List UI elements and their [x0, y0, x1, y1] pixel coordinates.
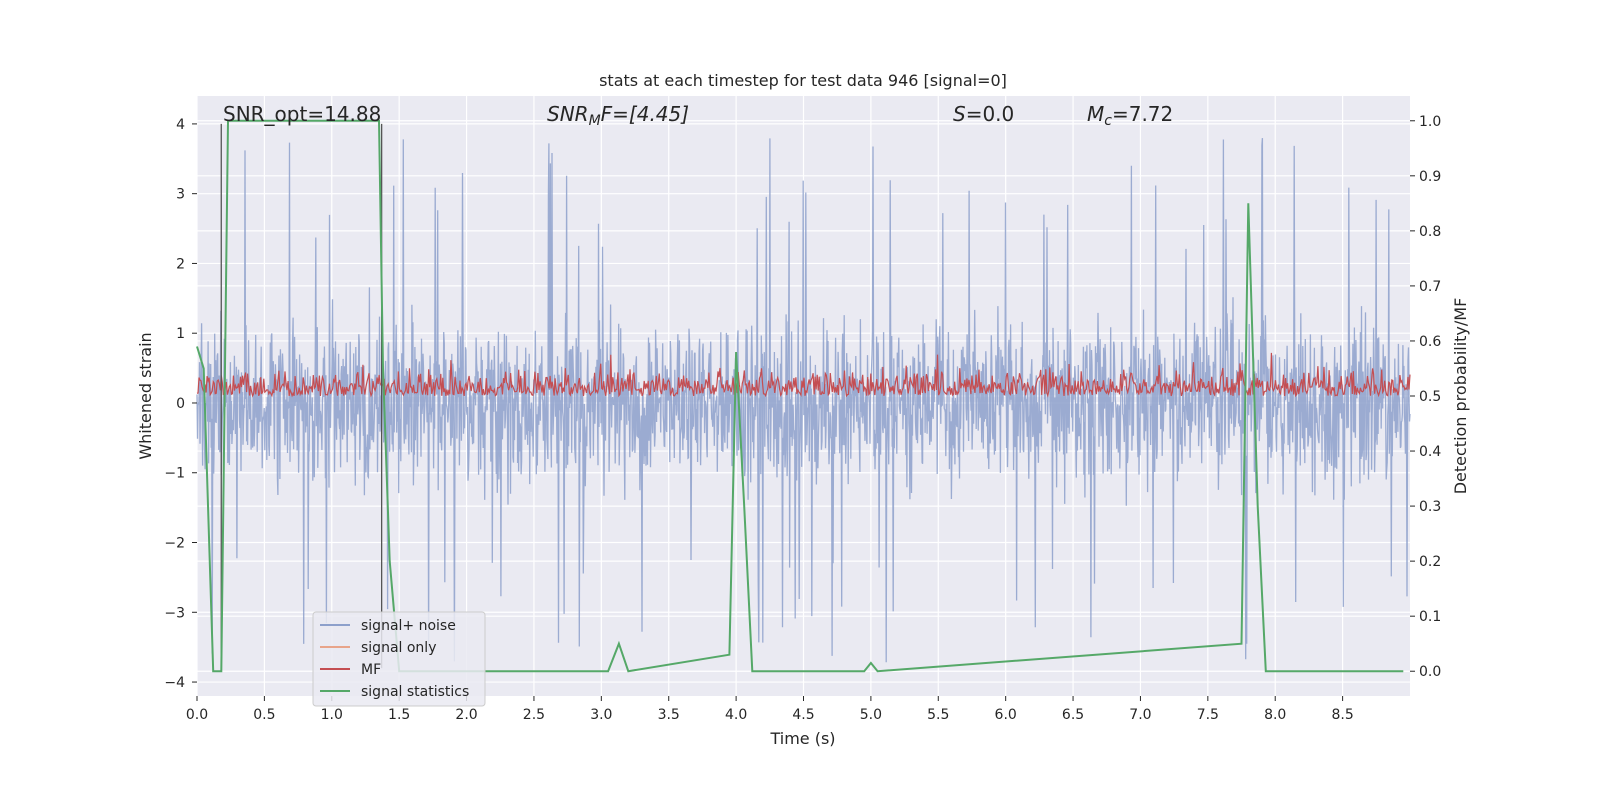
- x-tick-label: 8.5: [1331, 707, 1353, 723]
- x-tick-label: 2.5: [523, 707, 545, 723]
- legend-label-signal-noise: signal+ noise: [361, 618, 456, 634]
- y2-tick-label: 0.2: [1419, 554, 1441, 570]
- y2-tick-label: 0.8: [1419, 224, 1441, 240]
- annotation-s-rest: =0.0: [966, 102, 1015, 126]
- legend: signal+ noise signal only MF signal stat…: [312, 611, 486, 707]
- x-tick-label: 4.5: [792, 707, 814, 723]
- mf-line: [196, 352, 1411, 398]
- annotation-snr-mf-main: SNR: [547, 102, 589, 126]
- y-tick-label: 3: [176, 187, 185, 203]
- y2-tick-label: 1.0: [1419, 114, 1441, 130]
- x-tick-label: 3.5: [658, 707, 680, 723]
- annotation-snr-opt: SNR_opt=14.88: [223, 102, 381, 126]
- annotation-s: S=0.0: [953, 102, 1014, 126]
- y-tick-label: −4: [164, 675, 185, 691]
- signal-statistics-line: [196, 119, 1404, 673]
- legend-label-signal-statistics: signal statistics: [361, 684, 469, 700]
- series-mf: [196, 352, 1411, 398]
- annotation-mc: Mc=7.72: [1087, 102, 1173, 129]
- legend-label-mf: MF: [361, 662, 381, 678]
- x-tick-label: 7.0: [1129, 707, 1151, 723]
- x-tick-label: 3.0: [590, 707, 612, 723]
- y-tick-label: −2: [164, 536, 185, 552]
- y-tick-label: 0: [176, 396, 185, 412]
- x-tick-label: 5.5: [927, 707, 949, 723]
- series-signal-statistics: [196, 119, 1404, 673]
- y2-axis-label: Detection probability/MF: [1451, 298, 1470, 495]
- y-tick-label: 2: [176, 256, 185, 272]
- y-tick-label: 4: [176, 117, 185, 133]
- y-axis-label: Whitened strain: [136, 332, 155, 459]
- y-axis-ticks: 4 3 2 1 0 −1 −2 −3 −4: [164, 117, 197, 691]
- y2-tick-label: 0.6: [1419, 334, 1441, 350]
- y-tick-label: −1: [164, 466, 185, 482]
- annotation-mc-rest: =7.72: [1112, 102, 1173, 126]
- x-tick-label: 2.0: [455, 707, 477, 723]
- annotation-s-main: S: [953, 102, 966, 126]
- x-tick-label: 0.0: [186, 707, 208, 723]
- y2-tick-label: 0.5: [1419, 389, 1441, 405]
- y-tick-label: 1: [176, 326, 185, 342]
- plot-area: [196, 96, 1411, 696]
- x-tick-label: 1.5: [388, 707, 410, 723]
- vertical-markers: [220, 123, 383, 669]
- annotation-snr-mf-rest: F=[4.45]: [601, 102, 689, 126]
- x-tick-label: 6.5: [1062, 707, 1084, 723]
- x-axis-label: Time (s): [769, 729, 835, 748]
- y2-tick-label: 0.7: [1419, 279, 1441, 295]
- y2-tick-label: 0.4: [1419, 444, 1441, 460]
- y2-tick-label: 0.1: [1419, 609, 1441, 625]
- annotation-snr-mf: SNRMF=[4.45]: [547, 102, 689, 129]
- annotation-mc-sub: c: [1104, 113, 1112, 129]
- y-tick-label: −3: [164, 605, 185, 621]
- legend-box: [312, 611, 486, 707]
- legend-label-signal-only: signal only: [361, 640, 436, 656]
- x-tick-label: 7.5: [1197, 707, 1219, 723]
- x-tick-label: 8.0: [1264, 707, 1286, 723]
- x-tick-label: 1.0: [321, 707, 343, 723]
- y2-tick-label: 0.3: [1419, 499, 1441, 515]
- y2-tick-label: 0.9: [1419, 169, 1441, 185]
- annotation-snr-mf-sub: M: [589, 113, 601, 129]
- x-tick-label: 5.0: [860, 707, 882, 723]
- y2-axis-ticks: 1.0 0.9 0.8 0.7 0.6 0.5 0.4 0.3 0.2 0.1 0.0: [1410, 114, 1441, 680]
- x-tick-label: 4.0: [725, 707, 747, 723]
- chart-title: stats at each timestep for test data 946…: [599, 71, 1007, 90]
- x-axis-ticks: 0.0 0.5 1.0 1.5 2.0 2.5 3.0 3.5 4.0 4.5 5.0 5.5 6.0 6…: [186, 696, 1354, 723]
- y2-tick-label: 0.0: [1419, 664, 1441, 680]
- x-tick-label: 0.5: [253, 707, 275, 723]
- annotation-mc-main: M: [1087, 102, 1104, 126]
- x-tick-label: 6.0: [995, 707, 1017, 723]
